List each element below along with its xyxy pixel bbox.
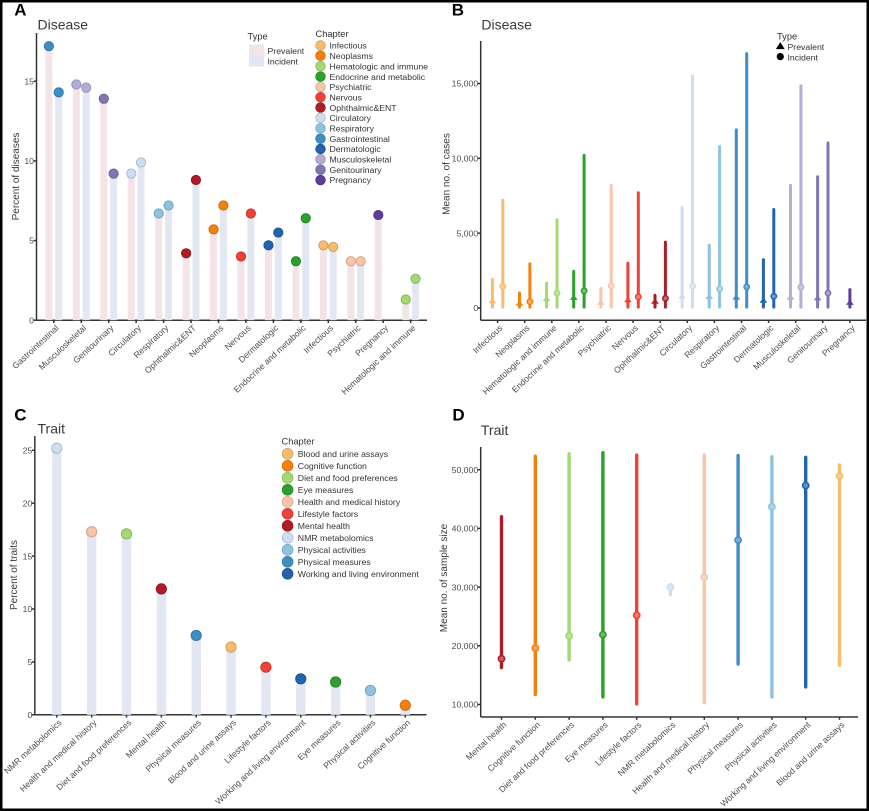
svg-text:Blood and urine assays: Blood and urine assays [298, 449, 389, 459]
svg-text:20,000: 20,000 [452, 641, 479, 651]
svg-text:5: 5 [27, 657, 32, 667]
svg-text:Chapter: Chapter [282, 437, 315, 447]
svg-text:5: 5 [29, 236, 34, 246]
svg-text:50,000: 50,000 [452, 465, 479, 475]
svg-text:Chapter: Chapter [316, 29, 349, 39]
svg-text:Incident: Incident [788, 52, 819, 62]
svg-text:0: 0 [29, 315, 34, 325]
svg-text:25: 25 [23, 446, 33, 456]
svg-text:D: D [452, 406, 464, 425]
svg-text:Dermatologic: Dermatologic [330, 144, 382, 154]
svg-text:Genitourinary: Genitourinary [330, 165, 383, 175]
svg-text:Disease: Disease [38, 17, 89, 33]
svg-text:Circulatory: Circulatory [330, 113, 372, 123]
svg-text:Lifestyle factors: Lifestyle factors [298, 509, 359, 519]
svg-text:Endocrine and metabolic: Endocrine and metabolic [330, 72, 426, 82]
svg-text:5,000: 5,000 [456, 228, 478, 238]
svg-text:15: 15 [24, 77, 34, 87]
svg-text:Type: Type [777, 32, 797, 42]
svg-text:Working and living environment: Working and living environment [298, 569, 420, 579]
svg-text:Respiratory: Respiratory [330, 124, 375, 134]
svg-text:Disease: Disease [481, 17, 532, 33]
svg-text:Prevalent: Prevalent [788, 42, 825, 52]
svg-text:Mean no. of cases: Mean no. of cases [442, 133, 453, 215]
svg-text:NMR metabolomics: NMR metabolomics [298, 533, 374, 543]
svg-text:Ophthalmic&ENT: Ophthalmic&ENT [330, 103, 398, 113]
svg-text:Health and medical history: Health and medical history [298, 497, 401, 507]
svg-text:Musculoskeletal: Musculoskeletal [330, 155, 392, 165]
svg-text:20: 20 [23, 498, 33, 508]
svg-text:A: A [14, 1, 26, 20]
svg-text:Nervous: Nervous [330, 93, 363, 103]
svg-text:Eye measures: Eye measures [298, 485, 354, 495]
svg-text:30,000: 30,000 [452, 582, 479, 592]
svg-text:Diet and food preferences: Diet and food preferences [298, 473, 399, 483]
svg-text:B: B [452, 1, 464, 20]
svg-text:Cognitive function: Cognitive function [298, 461, 367, 471]
svg-text:Mean no. of sample size: Mean no. of sample size [439, 523, 450, 632]
svg-text:10,000: 10,000 [452, 154, 479, 164]
svg-text:15: 15 [23, 551, 33, 561]
svg-text:40,000: 40,000 [452, 524, 479, 534]
svg-text:0: 0 [473, 303, 478, 313]
svg-text:Pregnancy: Pregnancy [330, 175, 372, 185]
svg-text:10: 10 [23, 604, 33, 614]
svg-text:Neoplasms: Neoplasms [330, 51, 374, 61]
svg-text:Physical measures: Physical measures [298, 557, 372, 567]
svg-text:Psychiatric: Psychiatric [330, 82, 373, 92]
svg-text:Prevalent: Prevalent [268, 46, 305, 56]
svg-text:0: 0 [27, 710, 32, 720]
svg-text:Gastrointestinal: Gastrointestinal [330, 134, 390, 144]
svg-text:Percent of diseases: Percent of diseases [11, 133, 22, 221]
svg-text:C: C [14, 406, 26, 425]
svg-text:15,000: 15,000 [452, 79, 479, 89]
svg-text:Type: Type [248, 32, 268, 42]
svg-text:Trait: Trait [481, 422, 509, 438]
svg-text:Percent of traits: Percent of traits [9, 540, 20, 610]
svg-text:Infectious: Infectious [330, 41, 368, 51]
svg-text:Physical activities: Physical activities [298, 545, 367, 555]
svg-text:Mental health: Mental health [298, 521, 350, 531]
svg-text:10,000: 10,000 [452, 700, 479, 710]
svg-text:10: 10 [24, 156, 34, 166]
svg-text:Hematologic and immune: Hematologic and immune [330, 61, 429, 71]
svg-text:Trait: Trait [38, 421, 66, 437]
svg-text:Incident: Incident [268, 56, 299, 66]
